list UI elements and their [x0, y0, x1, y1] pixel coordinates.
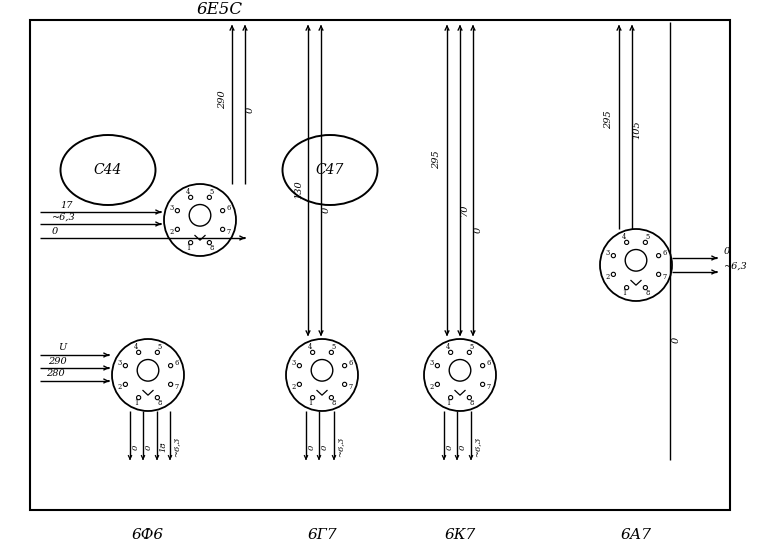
Text: 0: 0 [671, 337, 680, 343]
Text: С47: С47 [316, 163, 344, 177]
Text: ~6,3: ~6,3 [336, 437, 344, 457]
Text: 3: 3 [291, 359, 296, 367]
Text: ~6,3: ~6,3 [473, 437, 481, 457]
Text: 6Г7: 6Г7 [307, 528, 337, 542]
Text: 6: 6 [662, 249, 667, 257]
Text: U: U [58, 344, 66, 353]
Text: 1: 1 [134, 400, 139, 407]
Text: 290: 290 [218, 90, 228, 109]
Text: 6Е5С: 6Е5С [197, 2, 243, 18]
Text: 3: 3 [170, 204, 174, 212]
Text: 0: 0 [132, 444, 140, 450]
Text: 0: 0 [321, 207, 330, 213]
Text: 0: 0 [52, 227, 59, 235]
Text: 7: 7 [174, 383, 178, 391]
Text: 0: 0 [459, 444, 467, 450]
Text: 2: 2 [606, 273, 610, 281]
Text: 4: 4 [308, 343, 313, 351]
Text: 7: 7 [349, 383, 352, 391]
Text: 295: 295 [604, 110, 613, 129]
Text: 290: 290 [48, 357, 67, 365]
Text: 8: 8 [209, 244, 214, 252]
Text: 4: 4 [622, 233, 626, 240]
Text: 7: 7 [486, 383, 490, 391]
Text: 105: 105 [632, 121, 642, 140]
Text: 4: 4 [134, 343, 139, 351]
Text: 7: 7 [226, 228, 231, 235]
Text: 3: 3 [606, 249, 610, 257]
Text: 280: 280 [46, 369, 65, 378]
Text: 0: 0 [446, 444, 454, 450]
Text: 6К7: 6К7 [444, 528, 476, 542]
Text: 1: 1 [308, 400, 313, 407]
Text: 2: 2 [430, 383, 434, 391]
Text: 8: 8 [470, 400, 474, 407]
Text: 2: 2 [170, 228, 174, 235]
Text: 17: 17 [60, 200, 72, 209]
Text: 4: 4 [446, 343, 451, 351]
Text: 8: 8 [332, 400, 336, 407]
Text: 1: 1 [186, 244, 190, 252]
Text: С44: С44 [94, 163, 123, 177]
Text: 4: 4 [186, 187, 190, 196]
Text: 0: 0 [246, 107, 254, 113]
Text: 0: 0 [145, 444, 153, 450]
Text: 0: 0 [321, 444, 329, 450]
Text: 0: 0 [308, 444, 316, 450]
Text: 8: 8 [158, 400, 162, 407]
Text: 6А7: 6А7 [620, 528, 651, 542]
Text: 1: 1 [622, 289, 626, 297]
Text: 5: 5 [470, 343, 474, 351]
Text: ~6,3: ~6,3 [724, 262, 748, 271]
Text: 5: 5 [209, 187, 214, 196]
Text: 6: 6 [486, 359, 490, 367]
Text: 0: 0 [724, 248, 731, 257]
Text: 6: 6 [348, 359, 352, 367]
Text: ~6,3: ~6,3 [52, 213, 76, 222]
Text: 5: 5 [645, 233, 650, 240]
Text: 18: 18 [159, 441, 167, 453]
Text: 0: 0 [473, 227, 482, 233]
Text: 6Ф6: 6Ф6 [132, 528, 164, 542]
Text: 295: 295 [432, 151, 441, 170]
Text: 2: 2 [291, 383, 296, 391]
Text: 130: 130 [295, 181, 304, 199]
Text: 70: 70 [460, 204, 469, 217]
Text: 2: 2 [118, 383, 122, 391]
Text: 3: 3 [430, 359, 434, 367]
Text: 5: 5 [332, 343, 336, 351]
Text: ~6,3: ~6,3 [172, 437, 180, 457]
Text: 6: 6 [174, 359, 178, 367]
Text: 5: 5 [158, 343, 162, 351]
Text: 7: 7 [662, 273, 667, 281]
Text: 1: 1 [446, 400, 451, 407]
Text: 6: 6 [226, 204, 231, 212]
Bar [30, 20, 730, 510]
Text: 8: 8 [645, 289, 650, 297]
Text: 3: 3 [118, 359, 122, 367]
